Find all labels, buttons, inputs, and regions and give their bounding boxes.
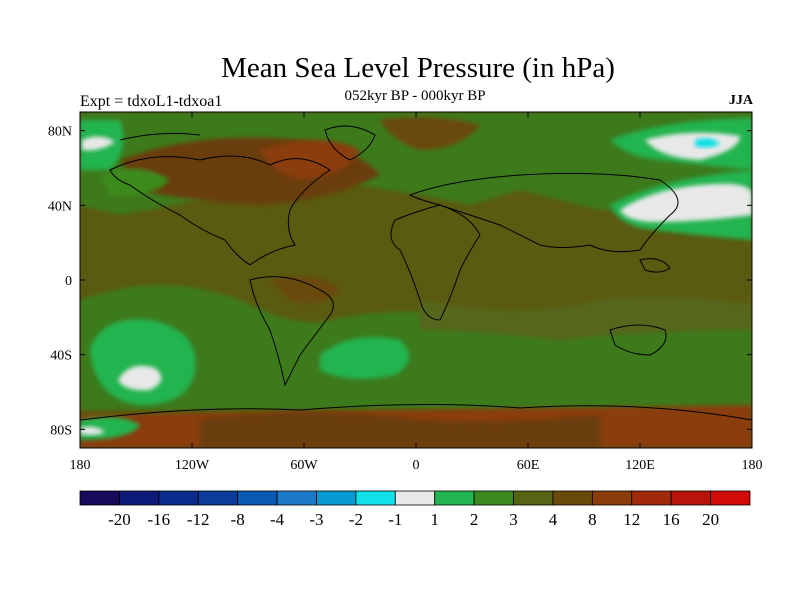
y-tick-label: 40S bbox=[50, 349, 72, 364]
colorbar-label: 3 bbox=[509, 510, 518, 529]
colorbar-label: -8 bbox=[231, 510, 245, 529]
colorbar-swatch bbox=[670, 490, 711, 506]
colorbar-label: 4 bbox=[549, 510, 558, 529]
y-tick-label: 40N bbox=[48, 199, 72, 214]
x-tick-label: 120W bbox=[175, 458, 210, 473]
y-tick-label: 80S bbox=[50, 423, 72, 438]
pressure-contour-field bbox=[80, 112, 752, 448]
colorbar-label: -12 bbox=[187, 510, 210, 529]
colorbar-swatch bbox=[394, 490, 436, 506]
chart-title: Mean Sea Level Pressure (in hPa) bbox=[221, 52, 615, 84]
colorbar-label: -16 bbox=[147, 510, 170, 529]
colorbar-swatch bbox=[119, 490, 160, 506]
colorbar-label: 16 bbox=[663, 510, 680, 529]
x-tick-label: 60E bbox=[517, 458, 540, 473]
colorbar-swatch bbox=[237, 490, 278, 506]
x-tick-label: 60W bbox=[290, 458, 318, 473]
season-label: JJA bbox=[728, 93, 753, 108]
colorbar-swatch bbox=[473, 490, 514, 506]
colorbar-swatch bbox=[710, 490, 751, 506]
colorbar-label: 1 bbox=[430, 510, 439, 529]
colorbar-swatch bbox=[434, 490, 475, 506]
colorbar-swatch bbox=[591, 490, 633, 506]
colorbar-label: -3 bbox=[309, 510, 323, 529]
colorbar-label: -4 bbox=[270, 510, 285, 529]
experiment-label: Expt = tdxoL1-tdxoa1 bbox=[80, 93, 223, 110]
y-axis: 80N 40N 0 40S 80S bbox=[48, 125, 752, 438]
colorbar-label: -2 bbox=[349, 510, 363, 529]
y-tick-label: 80N bbox=[48, 125, 72, 140]
colorbar-label: 12 bbox=[623, 510, 640, 529]
colorbar-label: -20 bbox=[108, 510, 131, 529]
colorbar-swatch bbox=[79, 490, 120, 506]
colorbar-label: 2 bbox=[470, 510, 479, 529]
y-tick-label: 0 bbox=[65, 274, 72, 289]
colorbar: -20 -16 -12 -8 -4 -3 -2 -1 1 2 3 4 8 12 16 20 bbox=[79, 490, 751, 529]
x-tick-label: 180 bbox=[70, 458, 91, 473]
colorbar-swatch bbox=[158, 490, 199, 506]
colorbar-swatch bbox=[276, 490, 317, 506]
colorbar-label: -1 bbox=[388, 510, 402, 529]
colorbar-swatch bbox=[631, 490, 672, 506]
colorbar-swatch bbox=[197, 490, 239, 506]
coastlines bbox=[80, 125, 752, 421]
colorbar-label: 20 bbox=[702, 510, 719, 529]
colorbar-swatch bbox=[355, 490, 396, 506]
x-axis: 180 120W 60W 0 60E 120E 180 bbox=[70, 112, 763, 473]
colorbar-swatch bbox=[552, 490, 593, 506]
colorbar-swatch bbox=[316, 490, 357, 506]
period-label: 052kyr BP - 000kyr BP bbox=[344, 88, 486, 104]
x-tick-label: 180 bbox=[742, 458, 763, 473]
x-tick-label: 0 bbox=[413, 458, 420, 473]
colorbar-swatch bbox=[513, 490, 554, 506]
x-tick-label: 120E bbox=[625, 458, 655, 473]
colorbar-label: 8 bbox=[588, 510, 597, 529]
